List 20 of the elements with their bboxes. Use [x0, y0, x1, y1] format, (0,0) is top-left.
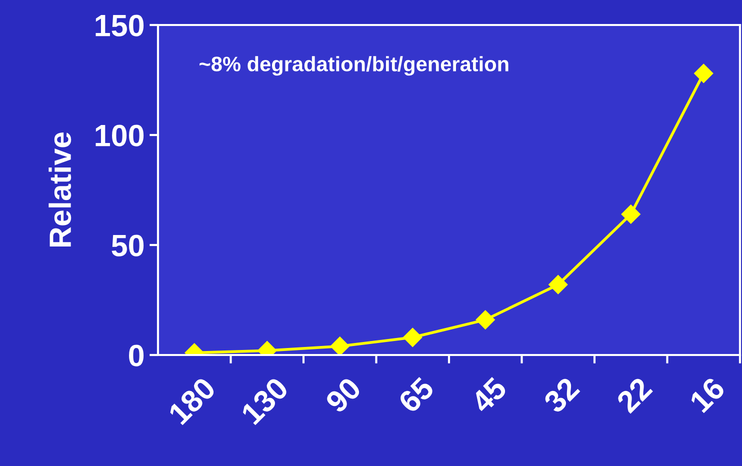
- x-tick-label: 130: [240, 376, 290, 426]
- y-tick-label: 50: [112, 234, 144, 256]
- point: [476, 310, 495, 330]
- x-tick-label: 180: [168, 376, 217, 426]
- point: [330, 336, 350, 355]
- point: [621, 204, 640, 224]
- annotation: ~8% degradation/bit/generation: [200, 56, 508, 76]
- point: [403, 328, 422, 347]
- x-tick-label: 65: [397, 376, 436, 414]
- point: [548, 275, 568, 294]
- y-tick-label: 100: [96, 124, 144, 146]
- x-tick-label: 45: [470, 376, 508, 414]
- x-tick-label: 22: [615, 376, 653, 414]
- x-tick-label: 16: [688, 376, 726, 414]
- point: [694, 64, 714, 83]
- y-tick-label: 0: [129, 344, 144, 366]
- y-tick-label: 150: [96, 14, 144, 36]
- x-tick-label: 32: [542, 376, 580, 414]
- x-tick-label: 90: [324, 376, 362, 414]
- y-axis-title: Relative: [48, 132, 72, 247]
